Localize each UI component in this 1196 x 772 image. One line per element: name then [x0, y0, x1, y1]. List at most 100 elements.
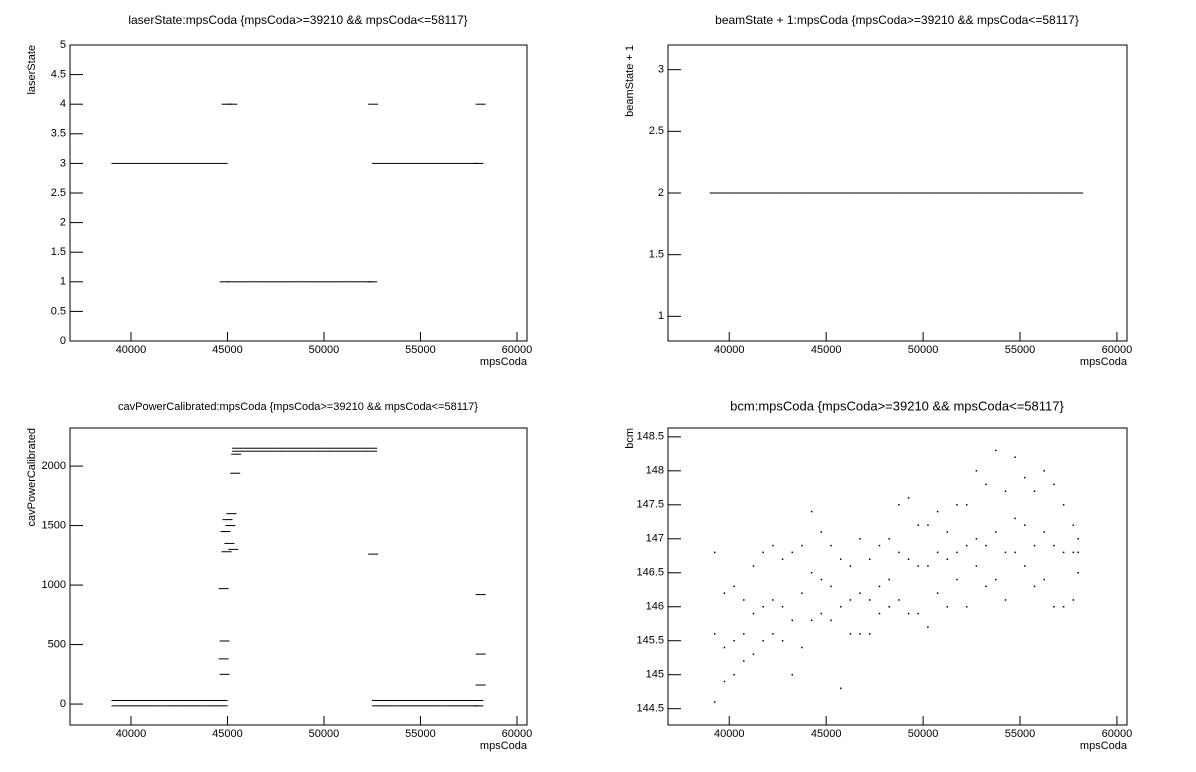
y-tick-label: 1 — [658, 310, 664, 322]
point — [767, 192, 778, 194]
point — [218, 588, 229, 590]
point — [965, 504, 968, 506]
point — [907, 558, 910, 560]
point — [942, 192, 953, 194]
point — [1024, 565, 1026, 567]
y-tick-label: 3 — [658, 64, 664, 76]
point — [927, 524, 929, 526]
point — [1014, 517, 1016, 520]
point — [898, 551, 900, 554]
point — [888, 538, 890, 540]
point — [777, 192, 788, 194]
point — [1048, 192, 1059, 194]
point — [922, 192, 933, 194]
point — [318, 447, 329, 449]
point — [762, 551, 764, 554]
x-tick-label: 55000 — [405, 728, 436, 740]
point — [381, 705, 392, 707]
point — [232, 450, 243, 452]
point — [140, 705, 151, 707]
point — [275, 281, 286, 283]
point — [241, 450, 252, 452]
point — [1072, 551, 1075, 554]
x-tick-label: 60000 — [1102, 344, 1133, 356]
point — [888, 578, 890, 581]
point — [791, 673, 793, 676]
point — [917, 524, 919, 526]
point — [420, 162, 431, 164]
point — [150, 705, 161, 707]
point — [733, 585, 735, 588]
point — [1053, 544, 1055, 547]
point — [995, 531, 997, 533]
x-tick-label: 60000 — [502, 728, 533, 740]
point — [1000, 192, 1011, 194]
point — [975, 565, 978, 567]
point — [357, 450, 368, 452]
point — [917, 565, 919, 567]
point — [228, 548, 239, 550]
point — [220, 531, 231, 533]
point — [227, 281, 238, 283]
y-tick-label: 2 — [658, 187, 664, 199]
point — [198, 705, 209, 707]
point — [367, 450, 378, 452]
point — [270, 450, 281, 452]
point — [439, 705, 450, 707]
point — [961, 192, 972, 194]
point — [1043, 578, 1045, 581]
point — [990, 192, 1001, 194]
point — [225, 525, 236, 527]
point — [208, 699, 219, 701]
point — [226, 513, 237, 515]
point — [1024, 476, 1026, 479]
point — [845, 192, 856, 194]
point — [820, 578, 823, 581]
point — [893, 192, 904, 194]
point — [299, 450, 310, 452]
point — [236, 281, 247, 283]
x-tick-label: 50000 — [309, 728, 340, 740]
point — [1039, 192, 1050, 194]
point — [159, 699, 170, 701]
x-axis-title: mpsCoda — [1080, 356, 1128, 368]
chart-title: beamState + 1:mpsCoda {mpsCoda>=39210 &&… — [715, 13, 1079, 27]
point — [429, 705, 440, 707]
point — [869, 558, 871, 560]
plot-frame — [69, 427, 528, 726]
point — [946, 605, 949, 608]
point — [995, 449, 997, 452]
y-tick-label: 148.5 — [636, 431, 664, 443]
y-tick-label: 1.5 — [649, 249, 664, 261]
point — [381, 699, 392, 701]
point — [816, 192, 827, 194]
point — [859, 538, 861, 540]
point — [713, 551, 716, 554]
point — [473, 705, 484, 707]
point — [835, 192, 846, 194]
point — [1072, 524, 1075, 526]
y-tick-label: 145.5 — [636, 635, 664, 647]
y-tick-label: 0 — [60, 698, 66, 710]
point — [458, 162, 469, 164]
point — [391, 705, 402, 707]
x-tick-label: 50000 — [908, 728, 939, 740]
point — [781, 558, 784, 560]
point — [224, 542, 235, 544]
y-tick-label: 4 — [60, 98, 66, 110]
point — [343, 281, 354, 283]
point — [208, 705, 219, 707]
point — [140, 699, 151, 701]
point — [323, 281, 334, 283]
point — [280, 447, 291, 449]
point — [936, 510, 939, 513]
point — [265, 281, 276, 283]
point — [231, 453, 242, 455]
point — [820, 531, 823, 533]
chart-title: cavPowerCalibrated:mpsCoda {mpsCoda>=392… — [118, 401, 478, 413]
point — [381, 162, 392, 164]
point — [475, 103, 486, 105]
point — [898, 504, 900, 506]
point — [830, 619, 832, 622]
y-tick-label: 2.5 — [51, 187, 66, 199]
